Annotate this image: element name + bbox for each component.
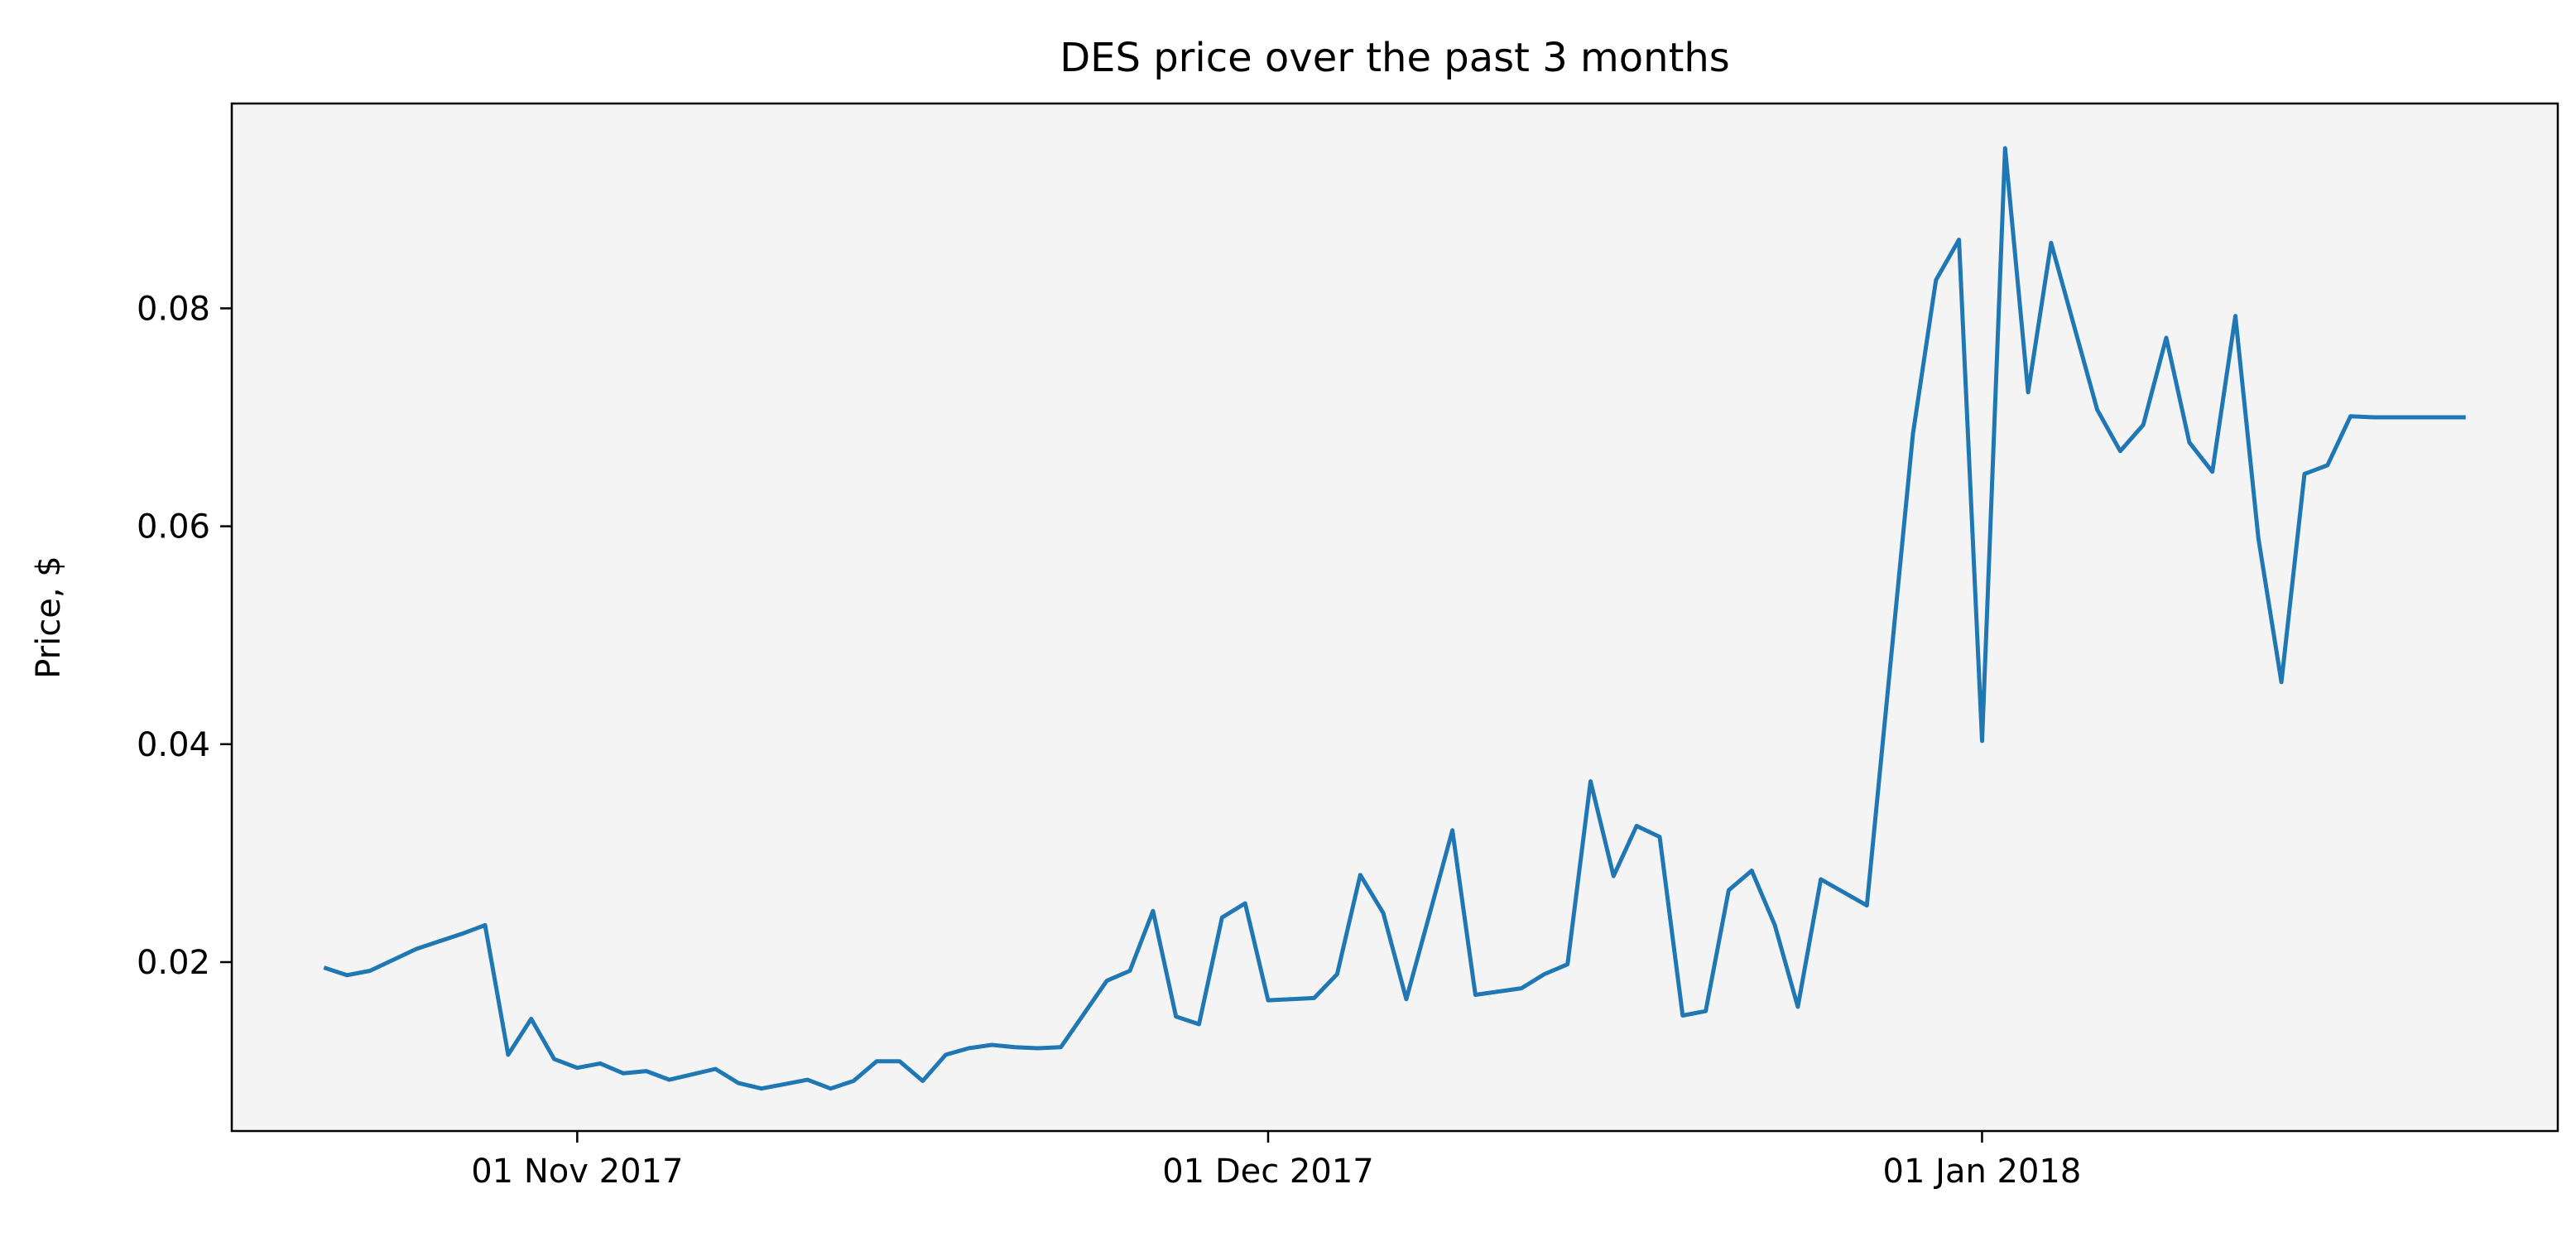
x-axis-ticks: 01 Nov 2017 01 Dec 2017 01 Jan 2018 <box>471 1131 2081 1191</box>
y-axis-ticks: 0.02 0.04 0.06 0.08 <box>137 290 232 982</box>
plot-frame <box>230 102 2559 1133</box>
price-series-line <box>323 146 2466 1091</box>
y-tick-label: 0.08 <box>137 290 210 328</box>
y-tick-label: 0.04 <box>137 726 210 764</box>
y-tick-label: 0.02 <box>137 944 210 982</box>
x-tick-label: 01 Jan 2018 <box>1883 1153 2082 1191</box>
x-tick-label: 01 Dec 2017 <box>1162 1153 1374 1191</box>
x-tick-label: 01 Nov 2017 <box>471 1153 683 1191</box>
y-axis-label: Price, $ <box>30 556 68 678</box>
chart-title: DES price over the past 3 months <box>1060 35 1730 81</box>
plot-background <box>232 103 2558 1131</box>
y-tick-label: 0.06 <box>137 508 210 546</box>
